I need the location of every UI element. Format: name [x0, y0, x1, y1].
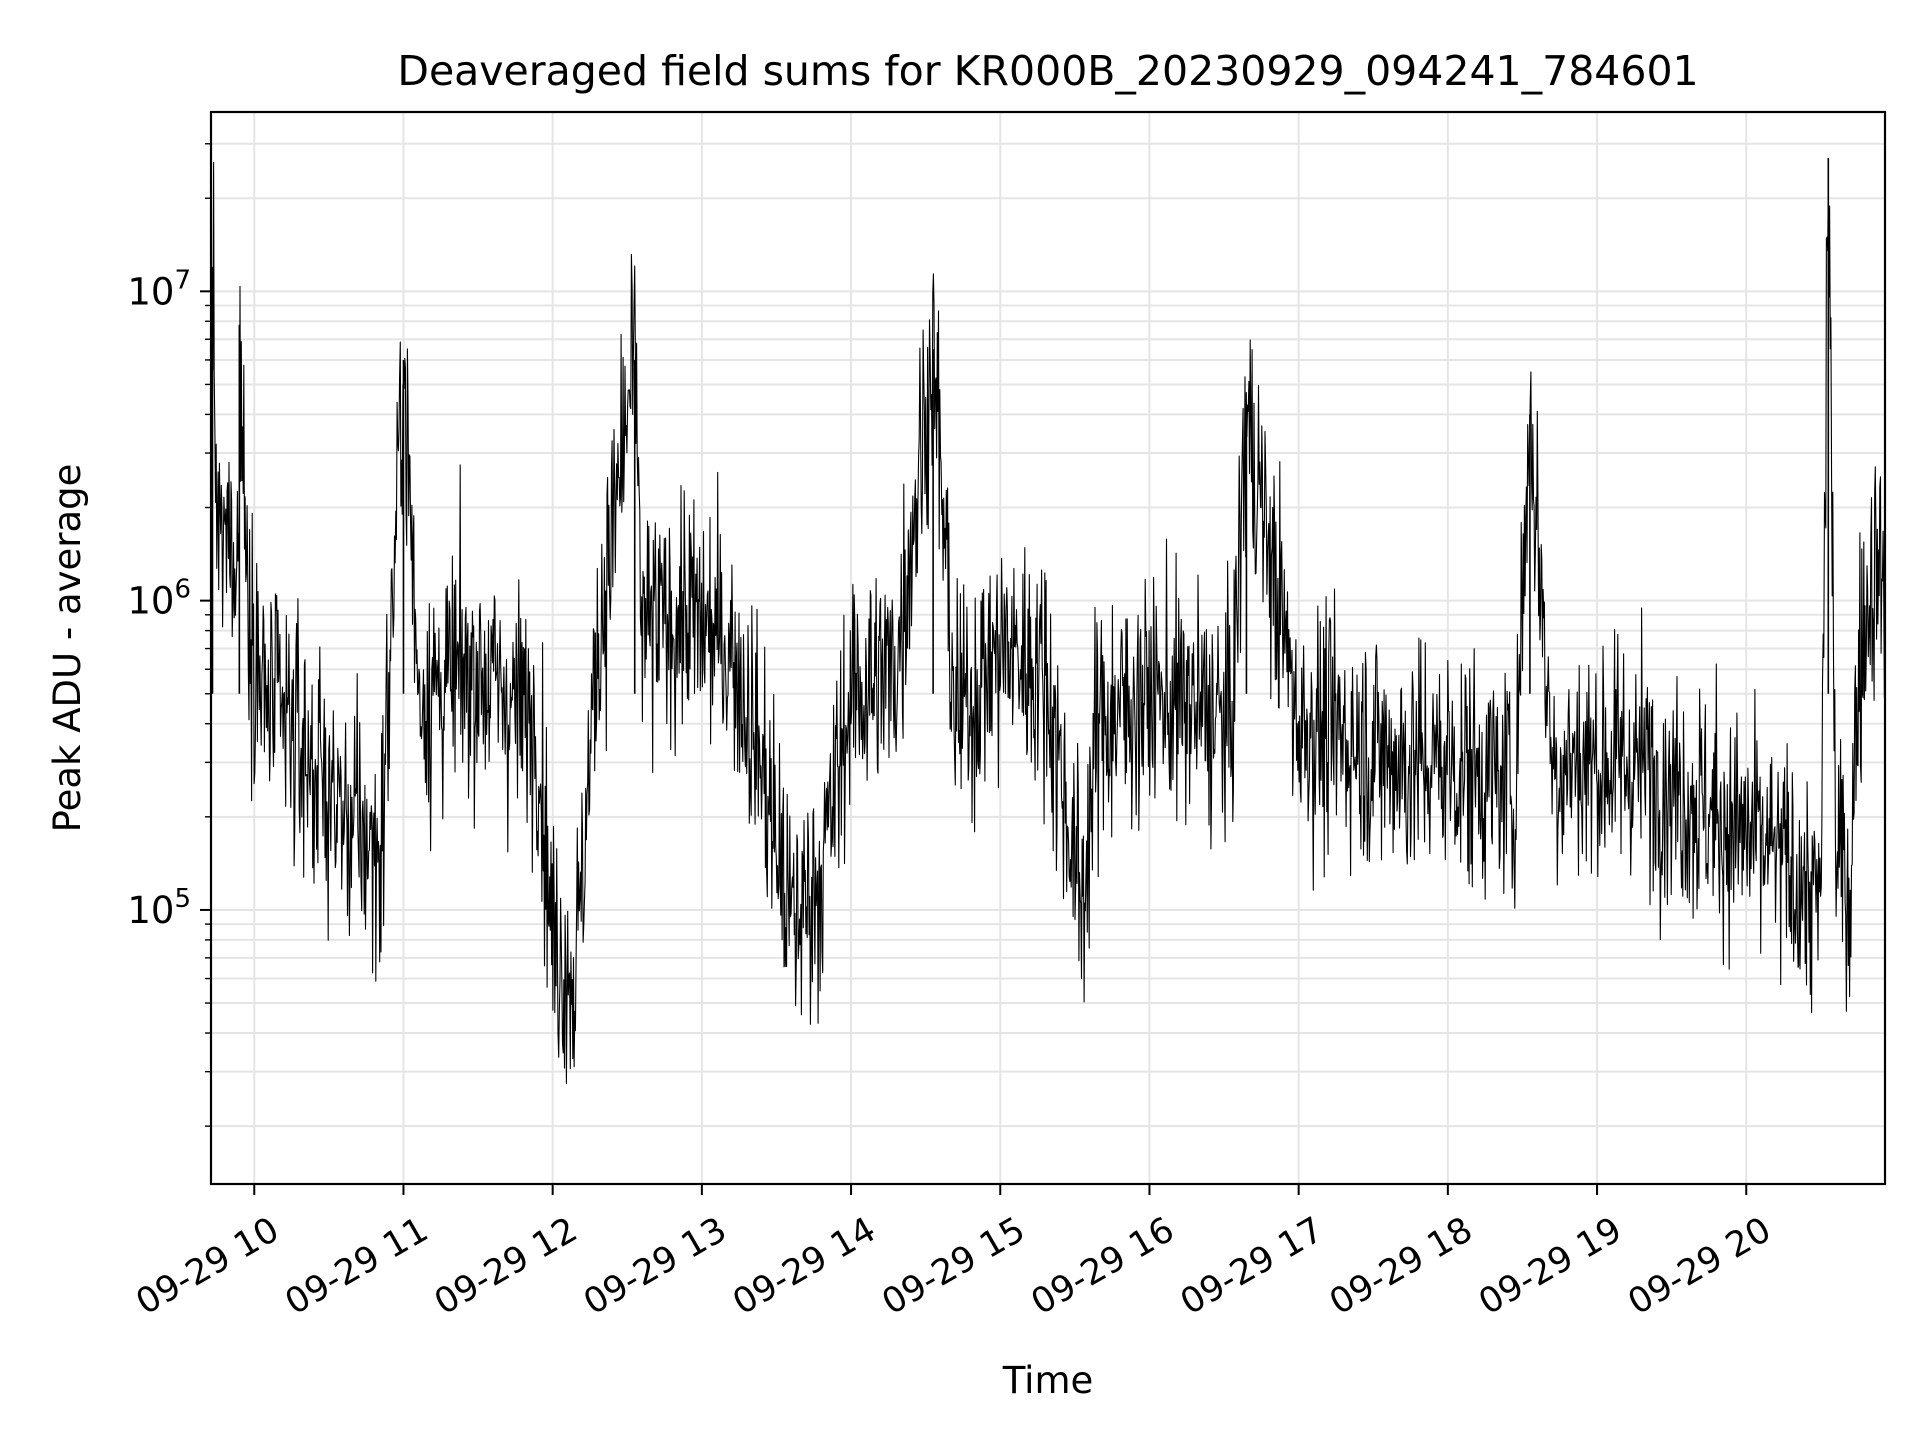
x-axis-label: Time — [1002, 1359, 1094, 1402]
x-tick-label: 09-29 16 — [1025, 1210, 1181, 1323]
y-tick-label: 105 — [127, 884, 191, 932]
x-tick-label: 09-29 15 — [876, 1210, 1032, 1323]
x-tick-label: 09-29 12 — [428, 1210, 584, 1323]
y-tick-label: 106 — [127, 575, 191, 623]
x-tick-label: 09-29 11 — [279, 1210, 435, 1323]
y-tick-label: 107 — [127, 265, 191, 313]
y-axis-ticks: 105 106 107 — [127, 143, 211, 1127]
series-path — [210, 161, 1886, 1084]
x-tick-label: 09-29 19 — [1472, 1210, 1628, 1323]
x-tick-label: 09-29 14 — [726, 1210, 882, 1323]
x-tick-label: 09-29 20 — [1622, 1210, 1778, 1323]
chart-title: Deaveraged field sums for KR000B_2023092… — [397, 47, 1698, 95]
y-axis-label: Peak ADU - average — [46, 464, 89, 833]
x-tick-label: 09-29 17 — [1174, 1210, 1330, 1323]
x-tick-label: 09-29 10 — [130, 1210, 286, 1323]
series-line — [210, 157, 1886, 1084]
x-tick-label: 09-29 18 — [1323, 1210, 1479, 1323]
x-tick-label: 09-29 13 — [577, 1210, 733, 1323]
